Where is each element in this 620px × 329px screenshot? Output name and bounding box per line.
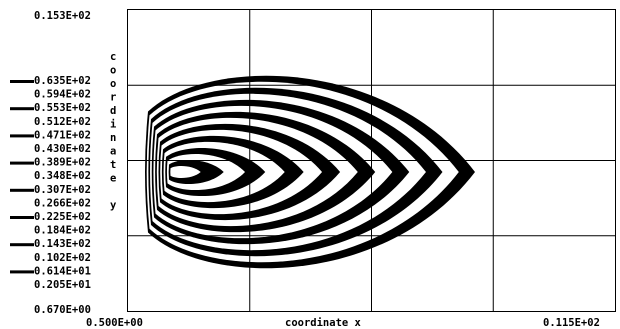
legend-level-label: 0.348E+02 bbox=[34, 170, 91, 182]
y-axis-label-char: d bbox=[110, 105, 116, 117]
legend-level-label: 0.553E+02 bbox=[34, 102, 91, 114]
legend-level-label: 0.266E+02 bbox=[34, 197, 91, 209]
legend-level-label: 0.389E+02 bbox=[34, 157, 91, 169]
legend-level-label: 0.184E+02 bbox=[34, 225, 91, 237]
y-axis-label-char: r bbox=[110, 92, 116, 104]
y-axis-label-char: y bbox=[110, 200, 117, 212]
x-max-tick-label: 0.115E+02 bbox=[543, 317, 600, 329]
y-axis-label-char: a bbox=[110, 146, 116, 158]
y-max-tick-label: 0.153E+02 bbox=[34, 10, 91, 22]
y-axis-label-char: o bbox=[110, 78, 116, 90]
legend-level-label: 0.471E+02 bbox=[34, 129, 91, 141]
y-axis-label-char: c bbox=[110, 51, 116, 63]
grid-lines bbox=[128, 10, 615, 311]
y-axis-label-char: e bbox=[110, 173, 116, 185]
legend-swatch bbox=[10, 188, 34, 192]
contour-level-legend: 0.635E+02 0.594E+020.553E+02 0.512E+020.47… bbox=[10, 75, 91, 291]
y-axis-label-char: n bbox=[110, 132, 116, 144]
legend-level-label: 0.512E+02 bbox=[34, 116, 91, 128]
legend-level-label: 0.594E+02 bbox=[34, 89, 91, 101]
legend-swatch bbox=[10, 134, 34, 138]
y-axis-label-char: o bbox=[110, 65, 116, 77]
plot-frame bbox=[127, 9, 616, 312]
legend-level-label: 0.143E+02 bbox=[34, 238, 91, 250]
legend-swatch bbox=[10, 243, 34, 247]
y-min-tick-label: 0.670E+00 bbox=[34, 304, 91, 316]
legend-swatch bbox=[10, 161, 34, 165]
legend-level-label: 0.205E+01 bbox=[34, 279, 91, 291]
legend-level-label: 0.225E+02 bbox=[34, 211, 91, 223]
x-min-tick-label: 0.500E+00 bbox=[86, 317, 143, 329]
legend-level-label: 0.307E+02 bbox=[34, 184, 91, 196]
legend-level-label: 0.635E+02 bbox=[34, 75, 91, 87]
y-axis-label-char: t bbox=[110, 159, 116, 171]
legend-swatch bbox=[10, 80, 34, 83]
x-axis-label: coordinate x bbox=[285, 317, 362, 329]
contour-band bbox=[170, 165, 201, 179]
legend-level-label: 0.430E+02 bbox=[34, 143, 91, 155]
y-axis-label-char: i bbox=[110, 119, 116, 131]
legend-swatch bbox=[10, 216, 34, 219]
legend-level-label: 0.102E+02 bbox=[34, 252, 91, 264]
legend-swatch bbox=[10, 107, 34, 111]
legend-level-label: 0.614E+01 bbox=[34, 265, 91, 277]
legend-swatch bbox=[10, 270, 34, 274]
contour-bands bbox=[145, 75, 475, 269]
